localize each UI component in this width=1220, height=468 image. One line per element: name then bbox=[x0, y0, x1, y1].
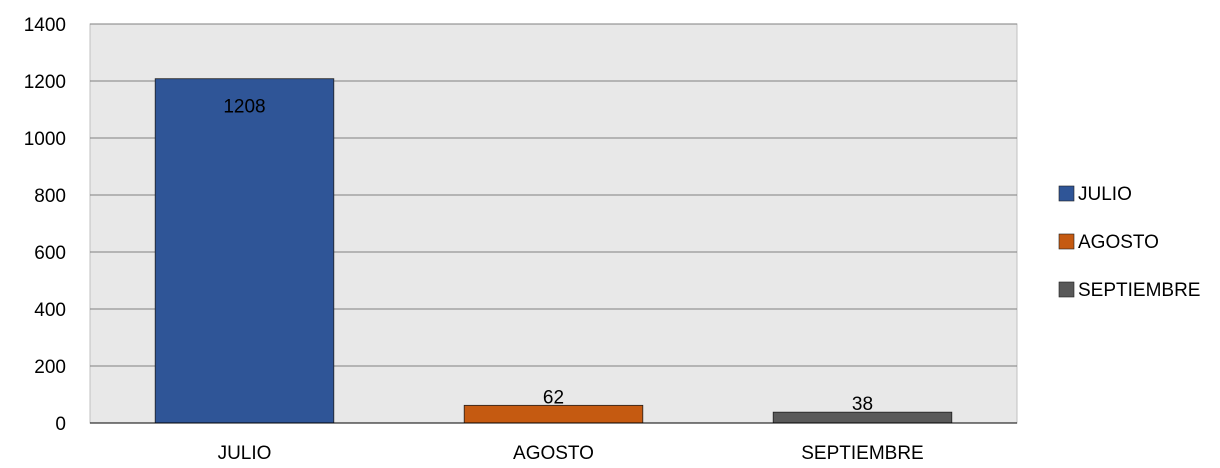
data-label: 62 bbox=[543, 387, 564, 408]
data-label: 1208 bbox=[223, 97, 265, 118]
y-tick-label: 1400 bbox=[24, 15, 66, 36]
legend-label: JULIO bbox=[1078, 184, 1132, 205]
y-tick-label: 400 bbox=[34, 300, 66, 321]
bars bbox=[154, 78, 953, 424]
legend-label: SEPTIEMBRE bbox=[1078, 280, 1200, 301]
y-tick-label: 600 bbox=[34, 243, 66, 264]
legend-swatch bbox=[1058, 185, 1075, 202]
y-tick-label: 1200 bbox=[24, 72, 66, 93]
y-tick-label: 1000 bbox=[24, 129, 66, 150]
y-tick-label: 800 bbox=[34, 186, 66, 207]
legend: JULIO AGOSTO SEPTIEMBRE bbox=[1058, 184, 1200, 301]
x-tick-label: AGOSTO bbox=[513, 443, 594, 464]
bar-julio bbox=[154, 78, 335, 424]
legend-swatch bbox=[1058, 233, 1075, 250]
x-tick-label: JULIO bbox=[218, 443, 272, 464]
x-axis-ticks: JULIO AGOSTO SEPTIEMBRE bbox=[218, 443, 924, 464]
legend-label: AGOSTO bbox=[1078, 232, 1159, 253]
data-label: 38 bbox=[852, 394, 873, 415]
y-axis-ticks: 0 200 400 600 800 1000 1200 1400 bbox=[24, 15, 66, 435]
y-tick-label: 0 bbox=[55, 414, 66, 435]
y-tick-label: 200 bbox=[34, 357, 66, 378]
data-labels: 1208 62 38 bbox=[223, 97, 873, 415]
legend-swatch bbox=[1058, 281, 1075, 298]
x-tick-label: SEPTIEMBRE bbox=[801, 443, 923, 464]
